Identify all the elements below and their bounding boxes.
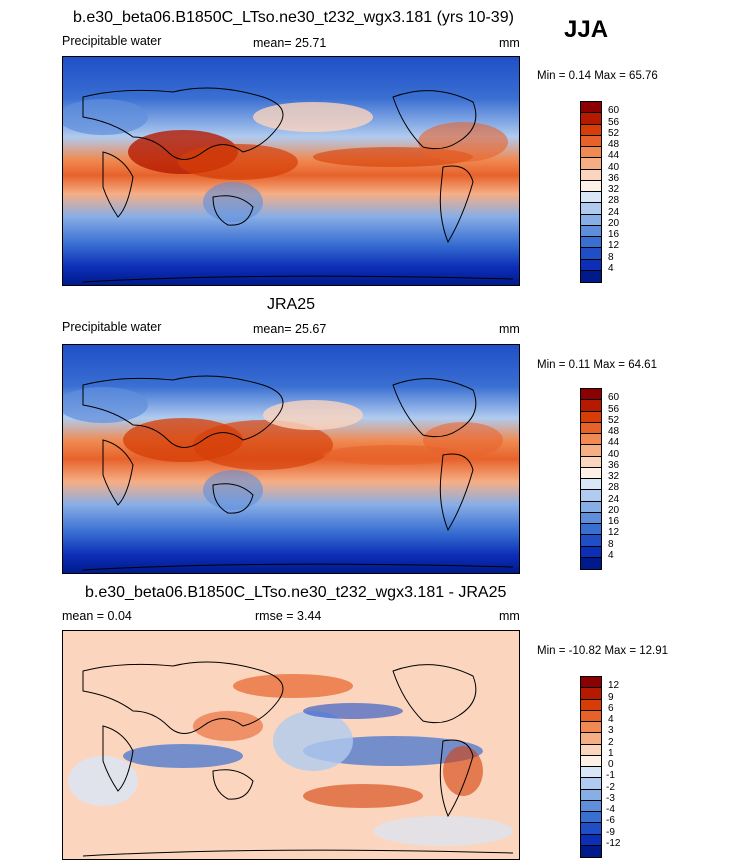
colorbar-tick: -9 (606, 827, 615, 838)
panel-3-mean-label: mean = 0.04 (62, 609, 132, 623)
colorbar-tick: -1 (606, 770, 615, 781)
panel-1-units-label: mm (499, 36, 520, 50)
panel-1-map-field (63, 57, 519, 285)
colorbar-tick: 6 (608, 703, 614, 714)
colorbar-tick: 28 (608, 195, 620, 206)
panel-2-minmax-label: Min = 0.11 Max = 64.61 (537, 359, 657, 371)
panel-3-title: b.e30_beta06.B1850C_LTso.ne30_t232_wgx3.… (85, 584, 507, 601)
colorbar-tick: -6 (606, 815, 615, 826)
colorbar-tick: 48 (608, 139, 620, 150)
colorbar-tick: -4 (606, 804, 615, 815)
colorbar-tick: 48 (608, 426, 620, 437)
colorbar-tick: 32 (608, 184, 620, 195)
panel-3-colorbar (580, 676, 602, 858)
panel-2-units-label: mm (499, 322, 520, 336)
colorbar-tick: 8 (608, 252, 614, 263)
panel-3-map (62, 630, 520, 860)
panel-1-title: b.e30_beta06.B1850C_LTso.ne30_t232_wgx3.… (73, 9, 514, 26)
colorbar-tick: 40 (608, 162, 620, 173)
panel-1-minmax-label: Min = 0.14 Max = 65.76 (537, 70, 658, 82)
colorbar-tick: 2 (608, 737, 614, 748)
panel-2-colorbar (580, 388, 602, 570)
colorbar-tick: 44 (608, 437, 620, 448)
panel-3-rmse-label: rmse = 3.44 (255, 609, 322, 623)
colorbar-tick: 4 (608, 550, 614, 561)
colorbar-tick: 60 (608, 105, 620, 116)
colorbar-tick: 9 (608, 692, 614, 703)
colorbar-tick: 36 (608, 173, 620, 184)
colorbar-tick: 12 (608, 680, 620, 691)
panel-2-title: JRA25 (267, 296, 316, 313)
colorbar-tick: 24 (608, 207, 620, 218)
colorbar-tick: -2 (606, 782, 615, 793)
colorbar-tick: 16 (608, 516, 620, 527)
panel-3-map-field (63, 631, 519, 859)
colorbar-tick: 3 (608, 725, 614, 736)
colorbar-tick: 52 (608, 128, 620, 139)
panel-1-map (62, 56, 520, 286)
panel-2-mean-label: mean= 25.67 (253, 322, 327, 336)
colorbar-tick: 20 (608, 218, 620, 229)
colorbar-tick: 1 (608, 748, 614, 759)
panel-3-units-label: mm (499, 609, 520, 623)
colorbar-tick: 12 (608, 527, 620, 538)
colorbar-tick: 0 (608, 759, 614, 770)
season-label: JJA (564, 16, 609, 43)
colorbar-tick: -12 (606, 838, 621, 849)
colorbar-tick: 4 (608, 263, 614, 274)
colorbar-tick: 44 (608, 150, 620, 161)
colorbar-tick: -3 (606, 793, 615, 804)
colorbar-tick: 56 (608, 117, 620, 128)
colorbar-tick: 32 (608, 471, 620, 482)
colorbar-tick: 12 (608, 240, 620, 251)
panel-1-variable-label: Precipitable water (62, 34, 162, 48)
colorbar-tick: 8 (608, 539, 614, 550)
colorbar-tick: 16 (608, 229, 620, 240)
colorbar-tick: 60 (608, 392, 620, 403)
colorbar-tick: 40 (608, 449, 620, 460)
panel-2-variable-label: Precipitable water (62, 320, 162, 334)
colorbar-tick: 20 (608, 505, 620, 516)
colorbar-tick: 4 (608, 714, 614, 725)
colorbar-tick: 52 (608, 415, 620, 426)
panel-3-minmax-label: Min = -10.82 Max = 12.91 (537, 645, 669, 657)
colorbar-tick: 28 (608, 482, 620, 493)
panel-2-map-field (63, 345, 519, 573)
colorbar-tick: 56 (608, 404, 620, 415)
panel-1-colorbar (580, 101, 602, 283)
colorbar-tick: 24 (608, 494, 620, 505)
panel-2-map (62, 344, 520, 574)
panel-1-mean-label: mean= 25.71 (253, 36, 327, 50)
colorbar-tick: 36 (608, 460, 620, 471)
